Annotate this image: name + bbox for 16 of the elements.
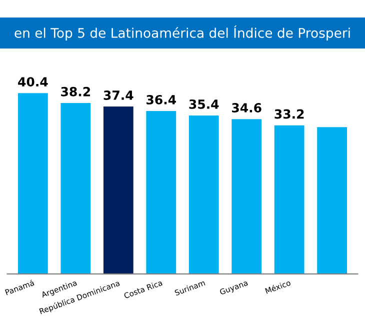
data-label: 36.4 — [146, 94, 176, 104]
data-label: 37.4 — [104, 90, 134, 100]
bar — [274, 125, 304, 274]
bar — [103, 106, 134, 274]
bar — [317, 127, 348, 274]
data-label: 40.4 — [18, 77, 48, 87]
bar — [146, 111, 176, 274]
data-label: 33.2 — [274, 109, 304, 119]
bar — [60, 102, 91, 274]
data-label: 35.4 — [189, 99, 219, 109]
bar — [188, 115, 219, 274]
bar — [232, 119, 262, 274]
data-label: 34.6 — [232, 103, 262, 112]
chart-title: en el Top 5 de Latinoamérica del Índice de Prosperi — [14, 26, 350, 40]
data-label: 38.2 — [61, 86, 90, 96]
bar — [18, 93, 48, 274]
